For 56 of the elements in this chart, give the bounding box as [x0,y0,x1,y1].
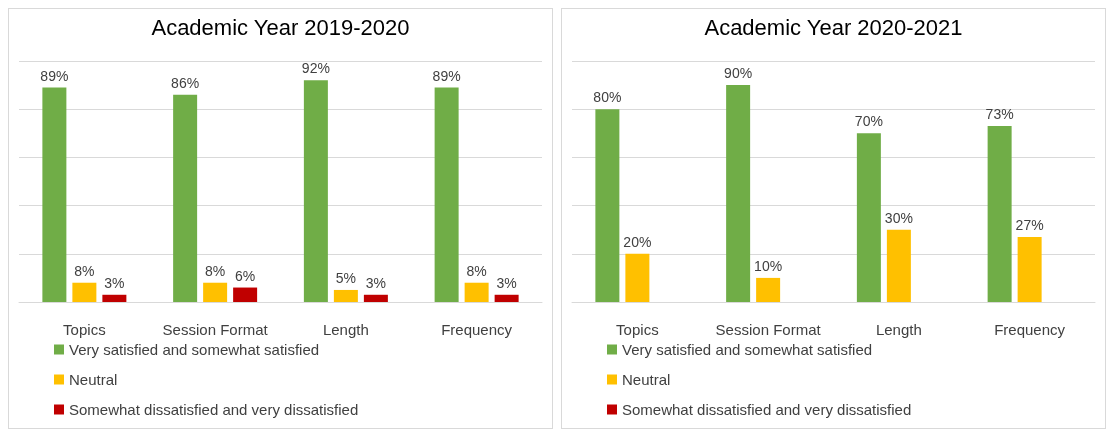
data-label: 8% [205,262,226,279]
legend-label: Very satisfied and somewhat satisfied [69,341,320,358]
bar [233,287,258,302]
x-tick-label: Length [322,321,369,338]
legend-label: Very satisfied and somewhat satisfied [622,341,873,358]
data-label: 10% [754,257,783,274]
data-label: 90% [724,65,753,82]
legend-label: Neutral [622,371,671,388]
x-tick-label: Session Format [162,321,269,338]
bar [203,282,228,302]
x-tick-label: Topics [616,321,659,338]
data-label: 73% [985,106,1014,123]
data-label: 8% [466,262,487,279]
data-label: 3% [104,274,125,291]
data-label: 3% [365,274,386,291]
x-tick-label: Length [875,321,922,338]
data-label: 89% [40,67,69,84]
bar [987,126,1012,302]
bar [494,294,519,302]
data-label: 89% [432,67,461,84]
bar [595,109,620,302]
legend-label: Somewhat dissatisfied and very dissatisfied [622,401,912,418]
data-label: 30% [884,209,913,226]
bar [1017,236,1042,302]
data-label: 8% [74,262,95,279]
data-label: 80% [593,89,622,106]
bar [886,229,911,302]
bar [173,94,198,302]
bar [102,294,127,302]
bar [72,282,97,302]
chart-title: Academic Year 2019-2020 [151,14,410,40]
bar [434,87,459,302]
bar [333,289,358,302]
data-label: 92% [301,60,330,77]
x-tick-label: Frequency [441,321,513,338]
bar [756,277,781,302]
data-label: 86% [171,74,200,91]
x-tick-label: Topics [63,321,106,338]
x-tick-label: Session Format [715,321,822,338]
chart-title: Academic Year 2020-2021 [704,14,963,40]
legend-label: Somewhat dissatisfied and very dissatisfied [69,401,359,418]
bar [856,133,881,302]
bar [363,294,388,302]
bar [625,253,650,302]
data-label: 27% [1015,216,1044,233]
bar [42,87,67,302]
data-label: 20% [623,233,652,250]
bar [726,85,751,302]
bar [464,282,489,302]
data-label: 70% [854,113,883,130]
data-label: 6% [235,267,256,284]
x-tick-label: Frequency [994,321,1066,338]
data-label: 3% [496,274,517,291]
legend-label: Neutral [69,371,118,388]
bar [303,80,328,302]
data-label: 5% [335,269,356,286]
